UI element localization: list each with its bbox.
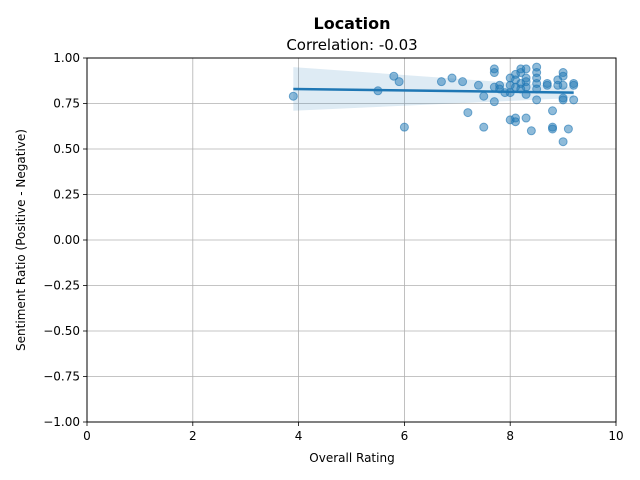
grid-lines [86,57,617,423]
data-point [463,108,473,118]
y-tick-label: 0.75 [53,97,80,111]
data-point [399,122,409,132]
x-tick-label: 0 [83,429,91,443]
data-point [489,68,499,78]
y-tick-label: −0.50 [43,324,80,338]
x-tick-label: 4 [295,429,303,443]
data-point [558,71,568,81]
chart-title: Location [314,14,391,33]
data-point [532,95,542,105]
data-point [394,77,404,87]
data-point [479,122,489,132]
data-point [473,80,483,90]
data-point [489,97,499,107]
data-point [542,80,552,90]
regression-line [293,87,574,94]
data-point [389,71,399,81]
y-tick-label: 0.00 [53,233,80,247]
x-tick-label: 8 [506,429,514,443]
data-point [447,73,457,83]
y-axis-label: Sentiment Ratio (Positive - Negative) [14,129,28,351]
y-axis-ticks: 1.00 0.75 0.50 0.25 0.00 −0.25 −0.50 −0.75 −1.00 [43,51,87,429]
data-point [288,91,298,101]
y-tick-label: 0.25 [53,188,80,202]
y-tick-label: 1.00 [53,51,80,65]
data-point [526,126,536,136]
data-point [569,95,579,105]
confidence-band-layer [293,67,574,111]
x-tick-label: 10 [608,429,623,443]
y-tick-label: −0.25 [43,279,80,293]
data-point [548,106,558,116]
data-point [569,80,579,90]
x-tick-label: 2 [189,429,197,443]
data-point [558,80,568,90]
data-point [521,113,531,123]
regression-line-layer [293,87,574,94]
data-point [479,91,489,101]
y-tick-label: 0.50 [53,142,80,156]
data-point [510,117,520,127]
data-point [458,77,468,87]
data-point [563,124,573,134]
data-point [521,64,531,74]
data-point [436,77,446,87]
x-axis-ticks: 0 2 4 6 8 10 [83,422,624,443]
chart-subtitle: Correlation: -0.03 [286,36,417,54]
data-point [548,124,558,134]
data-point [558,95,568,105]
data-point [558,137,568,147]
x-tick-label: 6 [401,429,409,443]
confidence-band [293,67,574,111]
y-tick-label: −0.75 [43,370,80,384]
data-points [288,62,579,147]
x-axis-label: Overall Rating [309,451,394,465]
y-tick-label: −1.00 [43,415,80,429]
